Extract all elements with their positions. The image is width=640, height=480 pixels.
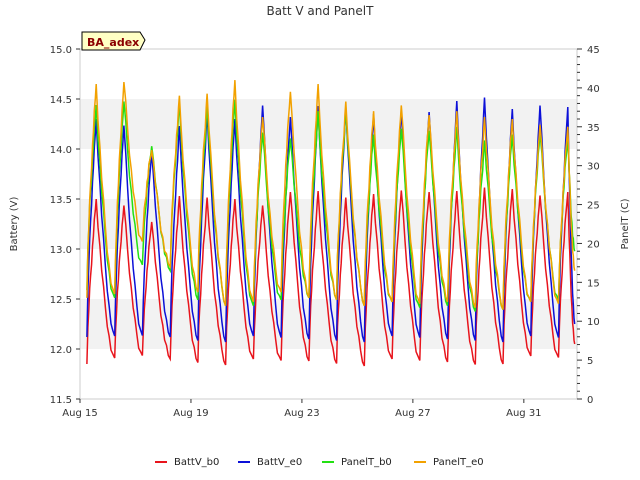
y-tick-label: 13.5 <box>50 195 72 206</box>
x-axis: Aug 15 Aug 19 Aug 23 Aug 27 Aug 31 <box>62 399 542 419</box>
y2-tick-label: 30 <box>587 162 600 173</box>
y-tick-label: 12.5 <box>50 295 72 306</box>
y2-axis-title: PanelT (C) <box>620 198 631 249</box>
legend-item-BattV_e0: BattV_e0 <box>238 457 302 468</box>
y-tick-label: 14.0 <box>50 145 72 156</box>
y2-tick-label: 10 <box>587 317 600 328</box>
legend-item-BattV_b0: BattV_b0 <box>155 457 219 468</box>
x-tick-label: Aug 19 <box>173 408 208 419</box>
y-axis-title: Battery (V) <box>9 196 20 251</box>
badge: BA_adex <box>81 31 146 51</box>
y-tick-label: 12.0 <box>50 345 72 356</box>
legend-item-PanelT_b0: PanelT_b0 <box>322 457 392 468</box>
y-tick-label: 14.5 <box>50 95 72 106</box>
series-layer <box>86 80 576 367</box>
legend-label: PanelT_e0 <box>433 457 484 468</box>
plot-frame <box>79 48 578 400</box>
y-axis-left: 11.5 12.0 12.5 13.0 13.5 14.0 14.5 15.0 <box>50 45 80 406</box>
y2-tick-label: 25 <box>587 201 600 212</box>
chart-title: Batt V and PanelT <box>267 4 375 18</box>
y2-tick-label: 0 <box>587 395 593 406</box>
legend-label: BattV_b0 <box>174 457 219 468</box>
y-tick-label: 11.5 <box>50 395 72 406</box>
y2-tick-label: 40 <box>587 84 600 95</box>
y2-tick-label: 15 <box>587 278 600 289</box>
y2-tick-label: 20 <box>587 239 600 250</box>
y-tick-label: 15.0 <box>50 45 72 56</box>
y2-tick-label: 35 <box>587 123 600 134</box>
y-tick-label: 13.0 <box>50 245 72 256</box>
x-tick-label: Aug 15 <box>62 408 97 419</box>
grid-band <box>80 99 577 149</box>
x-tick-label: Aug 27 <box>395 408 430 419</box>
x-tick-label: Aug 23 <box>284 408 319 419</box>
badge-box <box>81 31 146 51</box>
series-line-BattV_e0 <box>86 97 576 343</box>
x-tick-label: Aug 31 <box>506 408 541 419</box>
series-line-PanelT_e0 <box>86 80 576 310</box>
badge-text: BA_adex <box>87 36 139 49</box>
legend: BattV_b0 BattV_e0 PanelT_b0 PanelT_e0 <box>155 457 484 468</box>
series-line-BattV_b0 <box>86 187 576 367</box>
legend-label: PanelT_b0 <box>341 457 392 468</box>
y2-tick-label: 5 <box>587 356 593 367</box>
legend-item-PanelT_e0: PanelT_e0 <box>414 457 484 468</box>
y-axis-right: 0 5 10 15 20 25 30 35 40 45 <box>577 45 600 406</box>
legend-label: BattV_e0 <box>257 457 302 468</box>
y2-tick-label: 45 <box>587 45 600 56</box>
